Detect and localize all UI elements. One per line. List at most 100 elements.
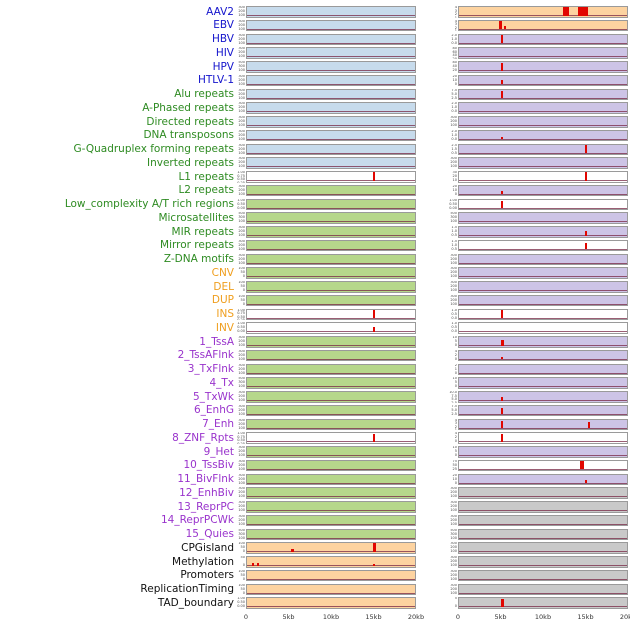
- y-tick-label: 0.5: [451, 246, 457, 251]
- y-tick-label: 100: [238, 494, 245, 499]
- y-axis-ticks: 300 200 100: [237, 391, 246, 403]
- y-axis-ticks: 300 200 100: [237, 350, 246, 362]
- y-tick-label: 200: [238, 77, 245, 82]
- y-axis-ticks: 20 10 0: [449, 185, 458, 197]
- track-row: CPGisland 100 50 0 300 200 100: [0, 541, 630, 555]
- y-tick-label: 100: [238, 343, 245, 348]
- signal-baseline: [459, 111, 627, 113]
- y-tick-label: 200: [238, 256, 245, 261]
- y-axis-ticks: 500 300 100: [449, 212, 458, 224]
- signal-baseline: [247, 331, 415, 333]
- track-row: CNV 100 50 0 300 200 100: [0, 266, 630, 280]
- signal-baseline: [247, 166, 415, 168]
- y-tick-label: 0.0: [451, 315, 457, 320]
- y-tick-label: 20: [452, 56, 457, 59]
- y-tick-label: 0: [242, 288, 245, 293]
- y-tick-label: 300: [450, 294, 457, 298]
- y-tick-label: 300: [238, 129, 245, 133]
- y-tick-label: 5: [454, 597, 457, 601]
- y-axis-ticks: 300 200 100: [237, 336, 246, 348]
- y-tick-label: 100: [450, 219, 457, 224]
- y-tick-label: 0.0: [451, 40, 457, 45]
- y-tick-label: 1.00: [237, 322, 245, 326]
- track-row: 10_TssBiv 300 200 100 75 50 25: [0, 459, 630, 473]
- track-panel-left: [246, 19, 416, 32]
- signal-baseline: [247, 207, 415, 209]
- y-tick-label: 300: [238, 487, 245, 491]
- y-tick-label: 1.5: [451, 239, 457, 243]
- track-row: Z-DNA motifs 300 200 100 300 200 100: [0, 253, 630, 267]
- track-panel-right: [458, 88, 628, 101]
- y-axis-ticks: 300 200 100: [237, 102, 246, 114]
- track-panel-right: [458, 212, 628, 224]
- track-row: INV 1.00 0.50 0.00 1.0 0.5 0.0: [0, 321, 630, 335]
- x-tick-label: 15kb: [365, 613, 382, 621]
- row-label: 3_TxFlnk: [187, 363, 234, 376]
- signal-baseline: [247, 15, 415, 17]
- signal-peak: [504, 25, 507, 30]
- y-axis-ticks: 300 200 100: [237, 89, 246, 101]
- row-label: L1 repeats: [178, 170, 234, 183]
- signal-baseline: [459, 537, 627, 539]
- signal-baseline: [459, 221, 627, 223]
- track-row: 13_ReprPC 300 200 100 300 200 100: [0, 500, 630, 514]
- x-tick-label: 5kb: [494, 613, 507, 621]
- y-tick-label: 10.0: [449, 391, 457, 395]
- y-tick-label: 0.50: [237, 314, 245, 319]
- track-panel-left: [246, 473, 416, 486]
- row-label: L2 repeats: [178, 184, 234, 197]
- y-tick-label: 300: [238, 336, 245, 340]
- y-tick-label: 300: [450, 514, 457, 518]
- track-panel-left: [246, 74, 416, 87]
- y-tick-label: 7.5: [451, 404, 457, 408]
- y-tick-label: 200: [238, 119, 245, 124]
- y-tick-label: 100: [238, 466, 245, 471]
- y-tick-label: 300: [238, 446, 245, 450]
- signal-baseline: [247, 276, 415, 278]
- y-tick-label: 300: [450, 542, 457, 546]
- signal-peak: [501, 200, 503, 209]
- signal-peak: [501, 34, 503, 44]
- row-label: CPGisland: [181, 541, 234, 554]
- y-tick-label: 80: [452, 47, 457, 51]
- y-tick-label: 5: [454, 339, 457, 344]
- y-tick-label: 300: [238, 459, 245, 463]
- track-panel-left: [246, 597, 416, 609]
- track-row: 1_TssA 300 200 100 10 5 0: [0, 335, 630, 349]
- y-axis-ticks: 300 200 100: [237, 185, 246, 197]
- signal-peak: [501, 599, 504, 607]
- x-axis-right: 0 5kb 10kb 15kb 20kb: [456, 610, 630, 626]
- y-tick-label: 0.0: [451, 136, 457, 141]
- track-panel-left: [246, 212, 416, 224]
- y-axis-ticks: 20 10 0: [449, 474, 458, 486]
- y-tick-label: 100: [238, 521, 245, 526]
- y-tick-label: 10: [452, 377, 457, 381]
- signal-baseline: [459, 207, 627, 209]
- y-tick-label: 50: [452, 462, 457, 467]
- signal-baseline: [459, 317, 627, 319]
- y-axis-ticks: 10 5 0: [449, 336, 458, 348]
- signal-peak: [373, 172, 375, 181]
- y-tick-label: 300: [238, 380, 245, 385]
- track-panel-right: [458, 116, 628, 128]
- track-panel-left: [246, 198, 416, 211]
- y-tick-label: 50: [240, 297, 245, 302]
- y-tick-label: 2: [454, 435, 457, 440]
- signal-peak: [501, 339, 504, 346]
- row-label: TAD_boundary: [157, 596, 234, 609]
- y-axis-ticks: 100 50 0: [237, 267, 246, 279]
- signal-baseline: [247, 97, 415, 99]
- y-axis-ticks: 80 60 40 20: [449, 47, 458, 59]
- row-label: 1_TssA: [199, 335, 234, 348]
- row-label: HTLV-1: [197, 74, 234, 87]
- track-row: L2 repeats 300 200 100 20 10 0: [0, 184, 630, 198]
- y-tick-label: 0.5: [451, 150, 457, 155]
- track-panel-left: [246, 336, 416, 348]
- y-tick-label: 20: [452, 473, 457, 477]
- y-tick-label: 500: [450, 528, 457, 532]
- signal-baseline: [459, 193, 627, 195]
- row-label: Microsatellites: [158, 211, 234, 224]
- y-tick-label: 1.0: [451, 308, 457, 312]
